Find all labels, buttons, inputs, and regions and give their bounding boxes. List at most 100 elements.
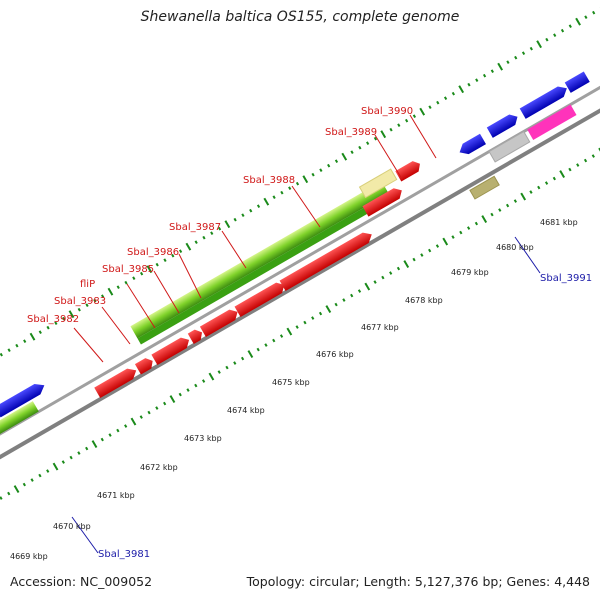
gene-label-leaders-blue xyxy=(71,236,541,554)
genome-summary-label: Topology: circular; Length: 5,127,376 bp… xyxy=(246,574,590,589)
tick-mark xyxy=(29,332,36,341)
tick-mark xyxy=(451,235,455,239)
gene-arrow-sbal3986[interactable] xyxy=(199,307,241,338)
tick-mark xyxy=(380,130,387,139)
tick-mark xyxy=(358,145,362,150)
tick-mark xyxy=(412,257,416,262)
gene-arrow-sbal3988[interactable] xyxy=(279,229,375,292)
tick-mark xyxy=(46,325,50,330)
tick-mark xyxy=(233,361,237,365)
grey-hit[interactable] xyxy=(488,130,531,163)
gene-label[interactable]: Sbal_3991 xyxy=(540,273,592,284)
tick-mark xyxy=(22,482,26,487)
magenta-hit[interactable] xyxy=(527,104,577,140)
tick-mark xyxy=(264,343,268,347)
tick-mark xyxy=(124,424,128,428)
gene-arrow-blue-right1[interactable] xyxy=(486,112,521,138)
tick-mark xyxy=(130,417,137,426)
kbp-label: 4670 kbp xyxy=(53,522,91,531)
gene-labels: Sbal_3982 Sbal_3983 fliP Sbal_3985 Sbal_3986… xyxy=(27,106,592,560)
olive-hit[interactable] xyxy=(469,175,500,200)
gene-label[interactable]: fliP xyxy=(80,279,95,290)
tick-mark xyxy=(107,287,114,296)
green-hit-center-lower[interactable] xyxy=(137,193,393,345)
tick-mark xyxy=(451,91,455,96)
tick-mark xyxy=(366,141,370,145)
tick-mark xyxy=(435,244,440,248)
tick-mark xyxy=(537,185,541,190)
tick-mark xyxy=(373,136,378,141)
tick-mark xyxy=(155,406,159,410)
gene-arrow-sbal3983[interactable] xyxy=(134,356,156,375)
tick-mark xyxy=(116,285,120,289)
gene-label[interactable]: Sbal_3983 xyxy=(54,296,106,307)
tick-mark xyxy=(381,275,385,280)
tick-mark xyxy=(13,485,20,494)
kbp-labels: 4669 kbp 4670 kbp 4671 kbp 4672 kbp 4673 kbp… xyxy=(10,218,578,561)
green-hit-left[interactable] xyxy=(0,401,39,447)
gene-arrow-sbal3991[interactable] xyxy=(457,133,486,158)
tick-mark xyxy=(467,226,471,230)
tick-mark xyxy=(210,231,214,235)
tick-mark xyxy=(529,190,533,194)
tick-mark xyxy=(592,10,596,15)
tick-mark xyxy=(341,152,348,161)
gene-label[interactable]: Sbal_3981 xyxy=(98,549,150,560)
tick-mark xyxy=(521,51,526,55)
gene-label[interactable]: Sbal_3988 xyxy=(243,175,295,186)
tick-mark xyxy=(545,37,549,42)
tick-mark xyxy=(364,282,371,291)
tick-mark xyxy=(350,150,354,154)
gene-label[interactable]: Sbal_3990 xyxy=(361,106,413,117)
gene-arrow-blue-right2[interactable] xyxy=(519,83,570,119)
tick-mark xyxy=(116,428,120,433)
tick-mark xyxy=(442,237,449,246)
tick-mark xyxy=(334,302,338,307)
tick-mark xyxy=(225,365,229,370)
gene-arrow-sbal3987[interactable] xyxy=(234,280,288,318)
gene-arrow-sbal3989[interactable] xyxy=(362,185,404,217)
tick-mark xyxy=(520,192,527,201)
gene-label-leaders xyxy=(73,114,437,363)
backbone-lower xyxy=(0,76,600,500)
tick-mark xyxy=(536,40,542,49)
gene-arrow-blue-right3[interactable] xyxy=(564,71,590,93)
tick-mark xyxy=(373,280,377,284)
gene-label[interactable]: Sbal_3987 xyxy=(169,222,221,233)
tick-mark xyxy=(224,220,231,229)
kbp-label: 4675 kbp xyxy=(272,378,310,387)
tick-mark xyxy=(405,118,409,123)
tick-mark xyxy=(583,158,588,163)
tick-mark xyxy=(342,298,346,302)
tick-mark xyxy=(350,293,354,298)
tick-mark xyxy=(497,62,504,71)
tick-mark xyxy=(591,154,595,158)
green-hit-center[interactable] xyxy=(130,181,389,339)
gene-label[interactable]: Sbal_3985 xyxy=(102,264,154,275)
tick-mark xyxy=(201,379,206,383)
tick-mark xyxy=(389,127,393,132)
tick-mark xyxy=(54,321,58,325)
tick-mark xyxy=(69,455,73,460)
yellow-hit[interactable] xyxy=(358,168,398,199)
gene-arrow-sbal3990[interactable] xyxy=(395,159,423,182)
tick-mark xyxy=(576,163,580,167)
tick-mark xyxy=(178,249,183,253)
tick-mark xyxy=(506,60,510,64)
gene-arrow-sbal3982[interactable] xyxy=(94,365,139,399)
tick-mark xyxy=(68,310,75,319)
tick-mark xyxy=(85,303,89,307)
gene-label[interactable]: Sbal_3982 xyxy=(27,314,79,325)
gene-arrow-flip[interactable] xyxy=(151,335,192,366)
gene-arrow-sbal3985[interactable] xyxy=(187,327,205,345)
tick-mark xyxy=(459,230,463,235)
gene-label[interactable]: Sbal_3986 xyxy=(127,247,179,258)
tick-mark xyxy=(529,46,533,51)
tick-mark xyxy=(467,82,471,87)
gene-arrow-sbal3981[interactable] xyxy=(0,380,47,418)
gene-label[interactable]: Sbal_3989 xyxy=(325,127,377,138)
tick-mark xyxy=(194,383,198,388)
kbp-label: 4680 kbp xyxy=(496,243,534,252)
tick-mark xyxy=(403,260,410,269)
